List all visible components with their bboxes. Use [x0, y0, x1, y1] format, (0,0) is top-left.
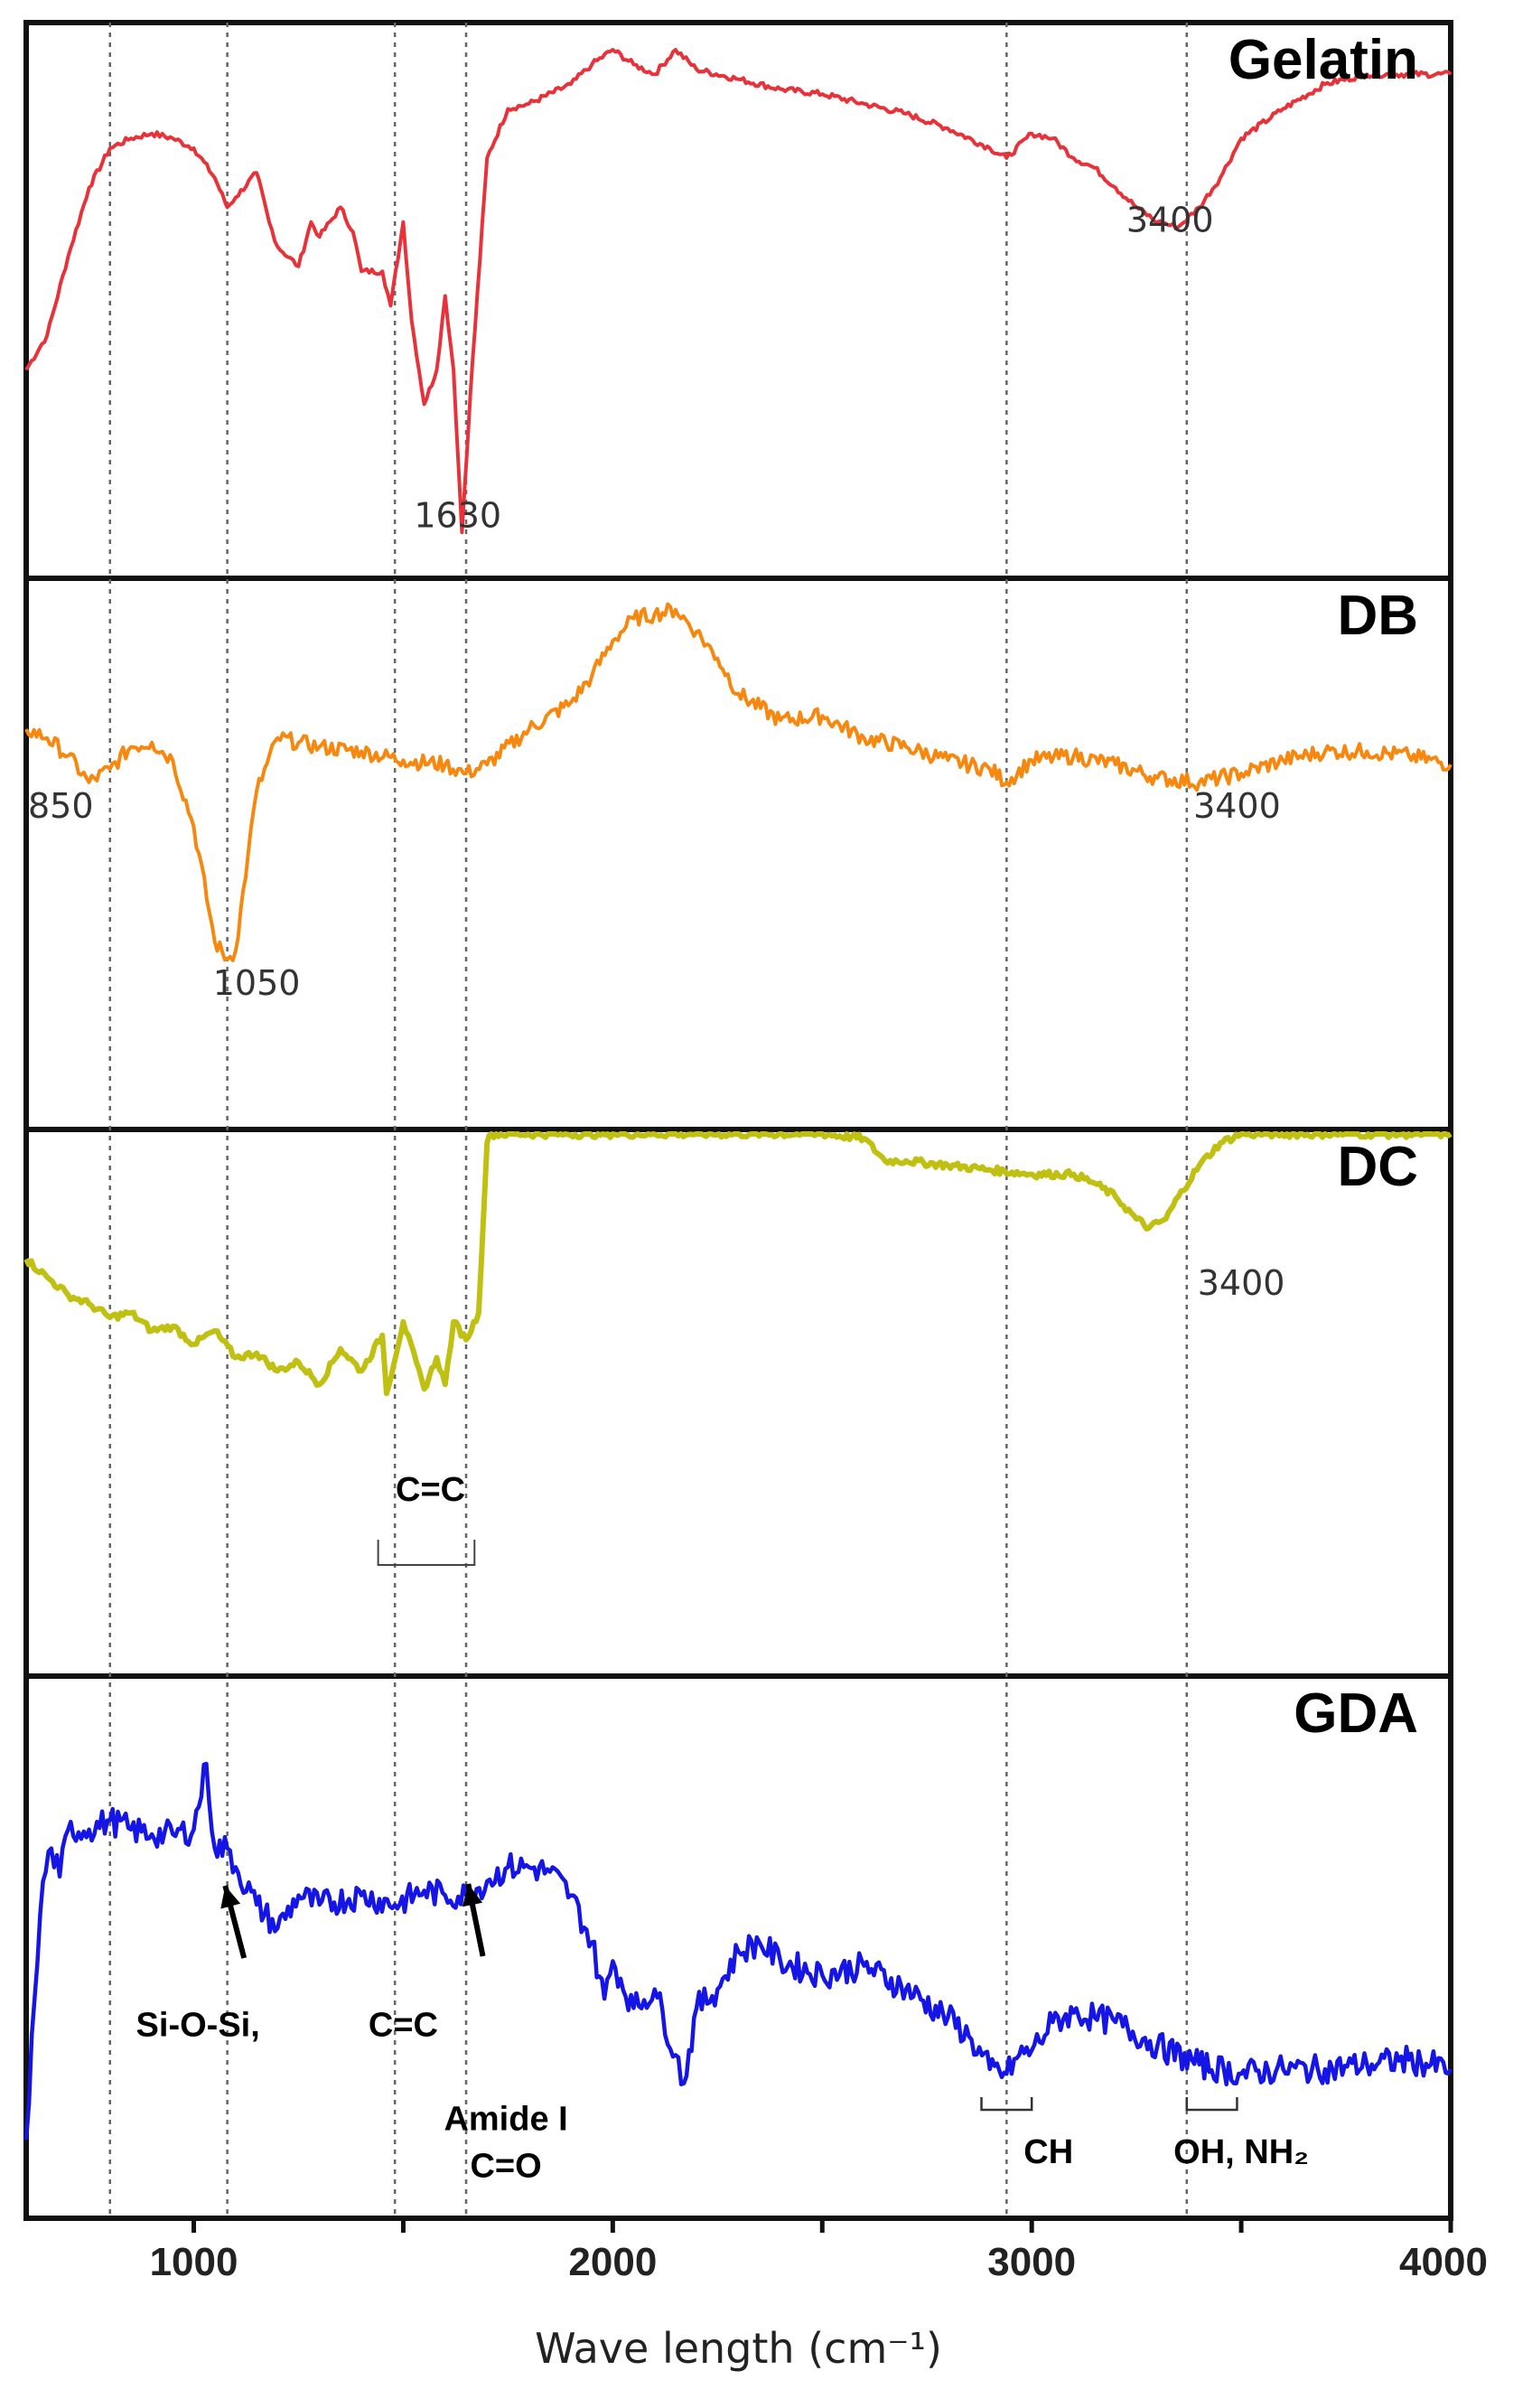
series-line-db [24, 602, 1453, 962]
panel-title-gda: GDA [1294, 1682, 1418, 1745]
annotation-dc-1: C=C [396, 1471, 465, 1509]
x-axis: 1000 2000 3000 4000 Wave length (cm⁻¹) [150, 2218, 1488, 2373]
annotation-gda-2: Amide I [444, 2101, 567, 2139]
panel-frames [23, 20, 1453, 2221]
panel-frame-db [23, 576, 1453, 1132]
annotation-dc-0: 3400 [1198, 1263, 1285, 1303]
annotation-gelatin-0: 3400 [1126, 201, 1214, 240]
x-axis-label: Wave length (cm⁻¹) [535, 2324, 942, 2373]
annotation-gda-0: Si-O-Si, [136, 2007, 260, 2045]
x-tick-label-1000: 1000 [150, 2240, 238, 2284]
chart-labels: Gelatin 3400 1630 DB 850 3400 1050 DC 3400 C=C GDA… [28, 29, 1418, 2186]
annotation-gda-1: C=C [369, 2007, 438, 2045]
annotation-gelatin-1: 1630 [414, 496, 501, 536]
panel-title-db: DB [1337, 585, 1418, 647]
annotation-db-2: 1050 [213, 963, 301, 1003]
bracket-dc-cc [377, 1540, 476, 1566]
panel-title-gelatin: Gelatin [1228, 29, 1418, 91]
arrow-amide-i-head [462, 1884, 483, 1907]
x-tick-label-3000: 3000 [987, 2240, 1076, 2284]
panel-frame-gelatin [23, 20, 1453, 581]
annotation-gda-4: CH [1023, 2133, 1073, 2171]
panel-frame-dc [23, 1127, 1453, 1679]
bracket-oh-nh2 [1185, 2097, 1238, 2112]
annotation-db-0: 850 [28, 786, 94, 826]
panel-frame-gda [23, 1673, 1453, 2221]
x-tick-label-2000: 2000 [568, 2240, 657, 2284]
annotation-gda-3: C=O [470, 2148, 541, 2186]
series-line-dc [23, 1131, 1453, 1397]
panel-title-dc: DC [1337, 1136, 1418, 1198]
reference-lines [108, 23, 1189, 2218]
arrow-si-o-si-head [220, 1886, 241, 1909]
annotation-db-1: 3400 [1193, 786, 1281, 826]
series-line-gda [23, 1761, 1453, 2141]
annotation-gda-5: OH, NH₂ [1173, 2133, 1309, 2171]
x-tick-label-4000: 4000 [1399, 2240, 1488, 2284]
spectra-series [23, 48, 1453, 2141]
bracket-ch [980, 2097, 1033, 2112]
series-line-gelatin [24, 48, 1453, 535]
